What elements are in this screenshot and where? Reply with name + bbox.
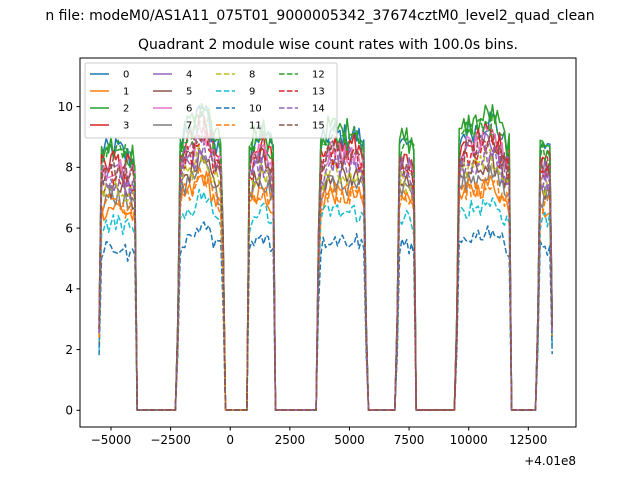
legend-label-7: 7 bbox=[186, 121, 192, 132]
legend-label-3: 3 bbox=[123, 121, 129, 132]
y-tick-label: 0 bbox=[65, 404, 73, 418]
figure-suptitle: n file: modeM0/AS1A11_075T01_9000005342_… bbox=[45, 8, 594, 24]
y-tick-label: 8 bbox=[65, 161, 73, 175]
x-tick-label: 2500 bbox=[275, 433, 306, 447]
legend-label-15: 15 bbox=[312, 121, 325, 132]
y-tick-label: 2 bbox=[65, 343, 73, 357]
series-line-12 bbox=[98, 102, 553, 412]
legend-label-11: 11 bbox=[249, 121, 262, 132]
x-tick-label: 7500 bbox=[394, 433, 425, 447]
x-axis-ticks: −5000 −2500 0 2500 5000 7500 10000 12500 bbox=[91, 427, 547, 447]
legend-label-0: 0 bbox=[123, 70, 129, 81]
x-tick-label: 5000 bbox=[334, 433, 365, 447]
plot-area-frame bbox=[79, 57, 577, 428]
series-line-9 bbox=[98, 188, 553, 412]
y-tick-label: 10 bbox=[58, 100, 73, 114]
legend-label-14: 14 bbox=[312, 104, 325, 115]
legend-label-10: 10 bbox=[249, 104, 262, 115]
x-tick-label: −5000 bbox=[91, 433, 132, 447]
legend-label-2: 2 bbox=[123, 104, 129, 115]
x-tick-label: 0 bbox=[226, 433, 234, 447]
legend-label-1: 1 bbox=[123, 87, 129, 98]
legend-frame bbox=[84, 62, 338, 139]
x-axis-offset-label: +4.01e8 bbox=[524, 454, 576, 468]
y-tick-label: 4 bbox=[65, 282, 73, 296]
legend-label-9: 9 bbox=[249, 87, 255, 98]
legend-label-5: 5 bbox=[186, 87, 192, 98]
legend-label-6: 6 bbox=[186, 104, 192, 115]
legend-label-8: 8 bbox=[249, 70, 255, 81]
legend-label-4: 4 bbox=[186, 70, 192, 81]
y-axis-ticks: 0 2 4 6 8 10 bbox=[58, 100, 80, 418]
legend-label-12: 12 bbox=[312, 70, 325, 81]
series-line-15 bbox=[98, 118, 553, 412]
x-tick-label: 12500 bbox=[509, 433, 547, 447]
legend-label-13: 13 bbox=[312, 87, 325, 98]
series-lines bbox=[98, 102, 553, 412]
x-tick-label: 10000 bbox=[450, 433, 488, 447]
y-tick-label: 6 bbox=[65, 221, 73, 235]
x-tick-label: −2500 bbox=[150, 433, 191, 447]
chart-title: Quadrant 2 module wise count rates with … bbox=[138, 37, 518, 53]
